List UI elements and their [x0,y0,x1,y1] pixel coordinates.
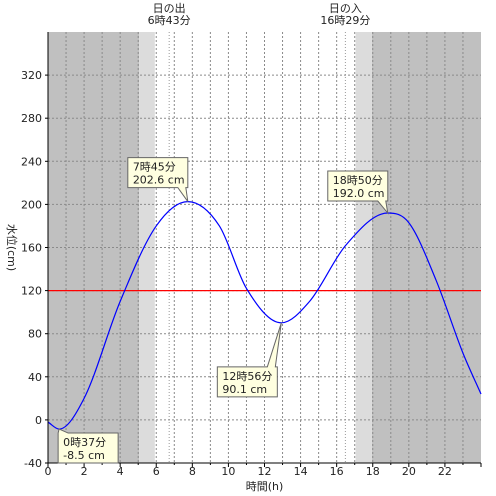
annotation-value: 90.1 cm [222,383,267,396]
annotation-box [216,322,282,398]
annotation-time: 18時50分 [333,174,383,187]
x-tick-label: 16 [330,465,344,478]
night-shading [371,32,481,463]
x-tick-label: 2 [81,465,88,478]
annotation-value: 192.0 cm [333,187,385,200]
sun-event-label: 日の出 [153,1,186,15]
annotation-time: 12時56分 [222,370,272,383]
y-tick-label: 240 [21,155,42,168]
annotation-value: -8.5 cm [63,449,105,462]
twilight-shading [355,32,372,463]
x-tick-label: 22 [438,465,452,478]
y-tick-label: 320 [21,69,42,82]
sun-event-time: 6時43分 [148,14,191,27]
y-tick-label: 160 [21,242,42,255]
annotation-time: 0時37分 [63,436,106,449]
x-axis-title: 時間(h) [246,480,284,493]
tide-curve [47,200,482,430]
y-tick-label: 40 [28,371,42,384]
x-tick-label: 8 [189,465,196,478]
y-tick-label: 0 [35,414,42,427]
y-tick-label: -40 [24,457,42,470]
x-tick-label: 10 [221,465,235,478]
sun-event-label: 日の入 [329,2,362,15]
x-tick-label: 20 [402,465,416,478]
y-tick-label: 80 [28,328,42,341]
y-tick-label: 280 [21,112,42,125]
x-tick-label: 18 [366,465,380,478]
annotation-box [127,157,189,202]
twilight-shading [139,32,155,463]
annotation-box [327,170,389,215]
sun-event-time: 16時29分 [320,14,370,27]
x-tick-label: 6 [153,465,160,478]
y-tick-label: 200 [21,198,42,211]
x-tick-label: 4 [117,465,124,478]
x-tick-label: 0 [45,465,52,478]
y-axis-title: 水位(cm) [5,224,19,271]
x-tick-label: 14 [294,465,308,478]
x-tick-label: 12 [258,465,272,478]
annotation-time: 7時45分 [133,161,176,174]
y-tick-label: 120 [21,285,42,298]
annotation-box [57,428,119,464]
annotation-value: 202.6 cm [133,174,185,187]
